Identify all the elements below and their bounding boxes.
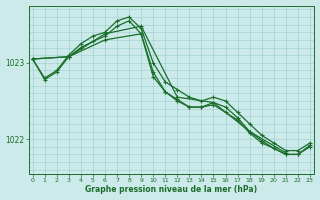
X-axis label: Graphe pression niveau de la mer (hPa): Graphe pression niveau de la mer (hPa): [85, 185, 257, 194]
